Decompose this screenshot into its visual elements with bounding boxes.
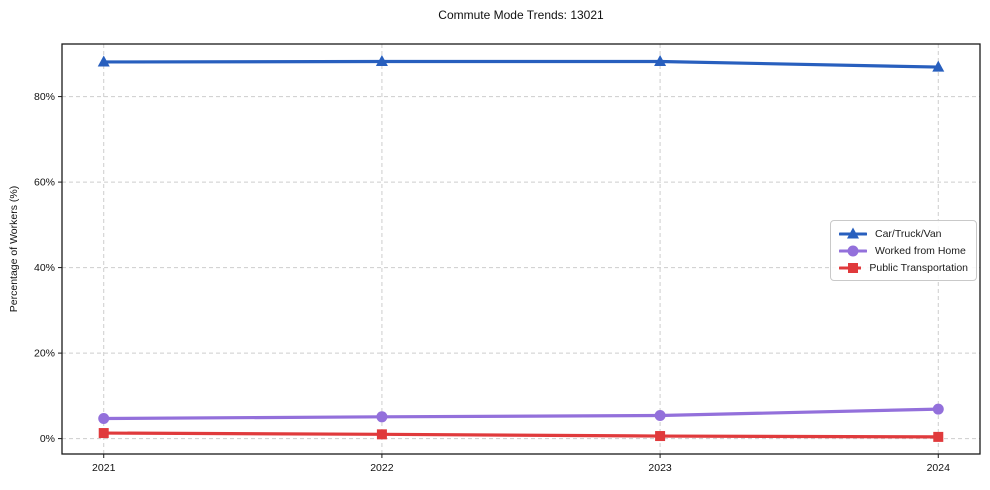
x-tick-label: 2024 (927, 462, 951, 474)
y-tick-label: 0% (40, 433, 55, 445)
legend-label: Car/Truck/Van (875, 227, 942, 240)
triangle-marker (847, 227, 859, 238)
series-line-public-transportation (102, 431, 940, 439)
y-tick-label: 60% (34, 177, 55, 189)
legend-label: Worked from Home (875, 244, 966, 257)
circle-marker (654, 410, 666, 422)
y-tick-label: 20% (34, 348, 55, 360)
circle-line-sample-icon (839, 245, 867, 256)
chart-title: Commute Mode Trends: 13021 (438, 8, 604, 22)
square-marker (376, 429, 387, 440)
triangle-marker (375, 55, 388, 67)
square-line-sample-icon (839, 262, 862, 273)
square-marker (98, 428, 109, 439)
triangle-marker (654, 55, 667, 67)
y-tick-label: 40% (34, 262, 55, 274)
triangle-line-sample-icon (839, 227, 867, 238)
legend: Car/Truck/Van Worked from Home Public Tr… (830, 220, 977, 281)
square-marker (655, 431, 666, 442)
series-line-worked-from-home (102, 407, 940, 421)
circle-marker (98, 413, 110, 425)
plot-border (61, 43, 981, 455)
circle-marker (847, 245, 859, 256)
series-line-car-truck-van (102, 59, 940, 69)
x-tick-label: 2023 (648, 462, 672, 474)
square-marker (848, 262, 858, 273)
x-tick-label: 2022 (370, 462, 394, 474)
triangle-marker (97, 55, 110, 67)
square-marker (933, 431, 944, 442)
circle-marker (376, 411, 388, 423)
legend-item-public-transportation: Public Transportation (839, 261, 968, 274)
legend-item-car-truck-van: Car/Truck/Van (839, 227, 968, 240)
circle-marker (932, 403, 944, 415)
legend-item-worked-from-home: Worked from Home (839, 244, 968, 257)
x-tick-label: 2021 (92, 462, 116, 474)
triangle-marker (932, 60, 945, 72)
legend-label: Public Transportation (869, 261, 968, 274)
y-tick-label: 80% (34, 91, 55, 103)
